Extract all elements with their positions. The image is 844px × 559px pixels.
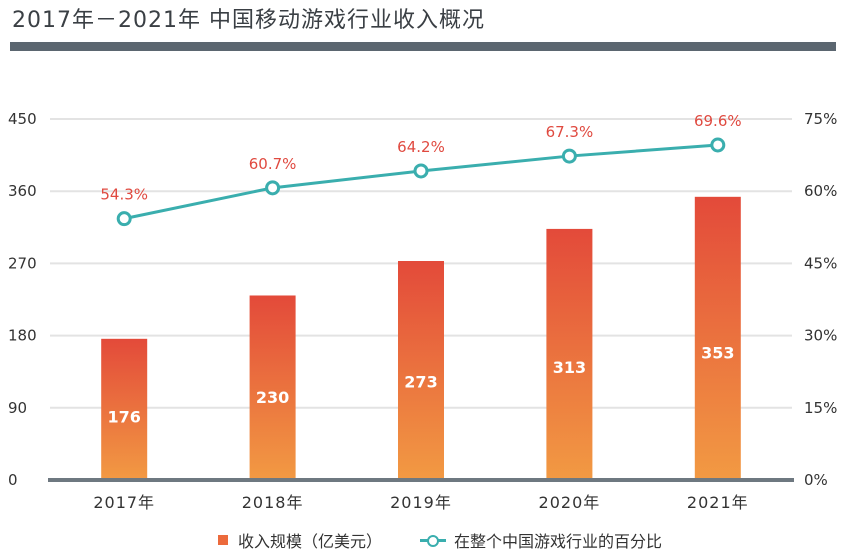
y-right-tick-label: 45% — [804, 254, 837, 272]
y-right-tick-label: 75% — [804, 110, 837, 128]
legend-label-percentage: 在整个中国游戏行业的百分比 — [454, 532, 663, 551]
line-value-label: 67.3% — [546, 123, 594, 141]
x-tick-label: 2017年 — [93, 493, 155, 512]
title-underline-bar — [10, 42, 836, 51]
y-left-tick-label: 360 — [8, 182, 37, 200]
bar — [101, 338, 148, 480]
legend-item-revenue: 收入规模（亿美元） — [218, 528, 382, 552]
y-right-tick-label: 0% — [804, 471, 828, 489]
line-value-label: 69.6% — [694, 112, 742, 130]
legend-item-percentage: 在整个中国游戏行业的百分比 — [420, 528, 662, 552]
bar-value-label: 176 — [107, 407, 140, 426]
line-value-label: 54.3% — [100, 186, 148, 204]
y-right-tick-label: 60% — [804, 182, 837, 200]
line-point — [710, 137, 726, 153]
bar — [694, 196, 741, 480]
y-left-tick-label: 270 — [8, 254, 37, 272]
bar-value-label: 230 — [256, 388, 289, 407]
legend-line-marker-icon — [420, 535, 446, 547]
bar — [398, 260, 444, 480]
y-left-tick-label: 180 — [8, 327, 37, 345]
y-right-tick-label: 15% — [804, 399, 837, 417]
series-line — [123, 143, 718, 221]
bar — [546, 228, 593, 480]
bar-value-label: 353 — [701, 344, 734, 363]
y-left-tick-label: 450 — [8, 110, 37, 128]
line-point — [116, 211, 132, 227]
chart-legend: 收入规模（亿美元） 在整个中国游戏行业的百分比 — [0, 528, 844, 554]
bar — [249, 295, 296, 480]
line-value-label: 64.2% — [397, 138, 445, 156]
chart-title: 2017年－2021年 中国移动游戏行业收入概况 — [12, 8, 485, 33]
x-tick-label: 2018年 — [242, 493, 304, 512]
line-point — [265, 180, 281, 196]
line-point — [561, 148, 577, 164]
line-point — [413, 163, 429, 179]
y-right-tick-label: 30% — [804, 327, 837, 345]
chart-plot: 0 0% 90 15% 180 30% 270 45% 360 60% 450 75% 176 230 27… — [8, 110, 837, 512]
bar-value-label: 273 — [404, 372, 437, 391]
y-left-tick-label: 90 — [8, 399, 27, 417]
x-tick-label: 2019年 — [390, 493, 452, 512]
y-left-tick-label: 0 — [8, 471, 18, 489]
x-tick-label: 2021年 — [687, 493, 749, 512]
legend-bar-swatch — [218, 535, 228, 545]
line-value-label: 60.7% — [249, 155, 297, 173]
legend-label-revenue: 收入规模（亿美元） — [238, 532, 383, 551]
bar-value-label: 313 — [553, 358, 586, 377]
x-tick-label: 2020年 — [539, 493, 601, 512]
